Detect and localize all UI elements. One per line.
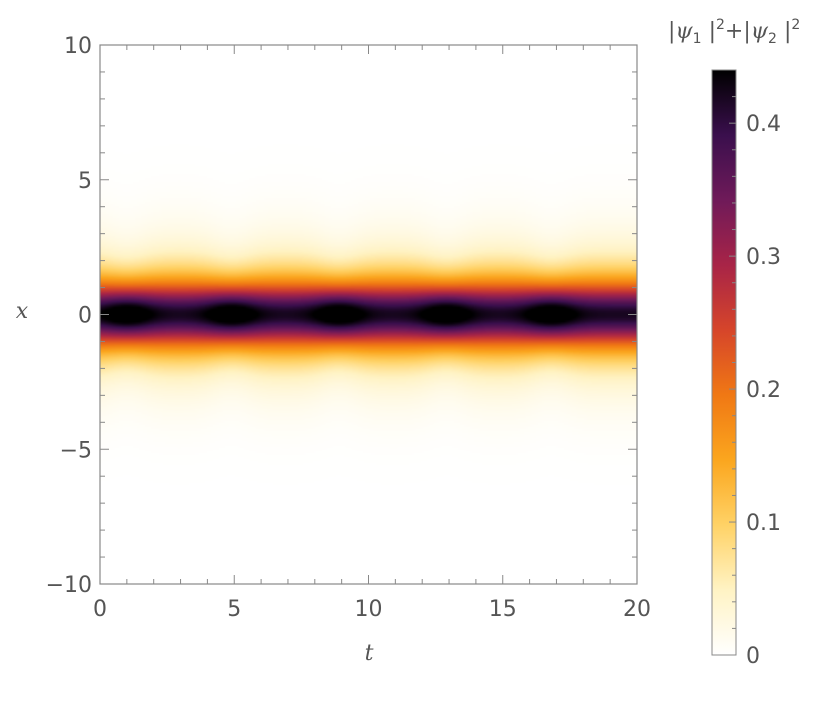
x-axis-label: t bbox=[365, 641, 374, 666]
x-tick-label: 20 bbox=[623, 597, 651, 622]
y-tick-label: 0 bbox=[78, 304, 92, 329]
heatmap-image bbox=[100, 45, 637, 584]
colorbar-tick-label: 0 bbox=[746, 644, 760, 669]
x-tick-label: 5 bbox=[227, 597, 241, 622]
y-axis-ticks: −10 −5 0 5 10 bbox=[46, 34, 637, 598]
colorbar-label-part: 2 bbox=[791, 17, 800, 33]
y-tick-label: 10 bbox=[64, 34, 92, 59]
colorbar-label: |ψ1 |2+|ψ2 |2 bbox=[668, 17, 800, 47]
colorbar-label-part: +|ψ bbox=[725, 19, 769, 44]
y-axis-label: x bbox=[16, 299, 29, 324]
y-tick-label: −10 bbox=[46, 573, 92, 598]
x-tick-label: 15 bbox=[489, 597, 517, 622]
y-tick-label: 5 bbox=[78, 169, 92, 194]
colorbar-tick-label: 0.1 bbox=[746, 511, 781, 536]
colorbar-label-part: | bbox=[777, 19, 791, 44]
colorbar-tick-label: 0.3 bbox=[746, 245, 781, 270]
x-tick-label: 0 bbox=[93, 597, 107, 622]
y-tick-label: −5 bbox=[60, 438, 92, 463]
colorbar-label-part: 2 bbox=[768, 31, 777, 47]
x-axis-ticks: 0 5 10 15 20 bbox=[93, 45, 651, 622]
colorbar: 00.10.20.30.4 |ψ1 |2+|ψ2 |2 bbox=[668, 17, 800, 669]
colorbar-label-part: |ψ bbox=[668, 19, 693, 44]
colorbar-ticks: 0 0.1 0.2 0.3 0.4 bbox=[729, 69, 781, 669]
colorbar-label-part: 1 bbox=[693, 31, 702, 47]
heatmap bbox=[100, 45, 637, 584]
colorbar-tick-label: 0.4 bbox=[746, 112, 781, 137]
colorbar-label-part: | bbox=[702, 19, 716, 44]
colorbar-label-part: 2 bbox=[716, 17, 725, 33]
colorbar-tick-label: 0.2 bbox=[746, 378, 781, 403]
x-tick-label: 10 bbox=[355, 597, 383, 622]
